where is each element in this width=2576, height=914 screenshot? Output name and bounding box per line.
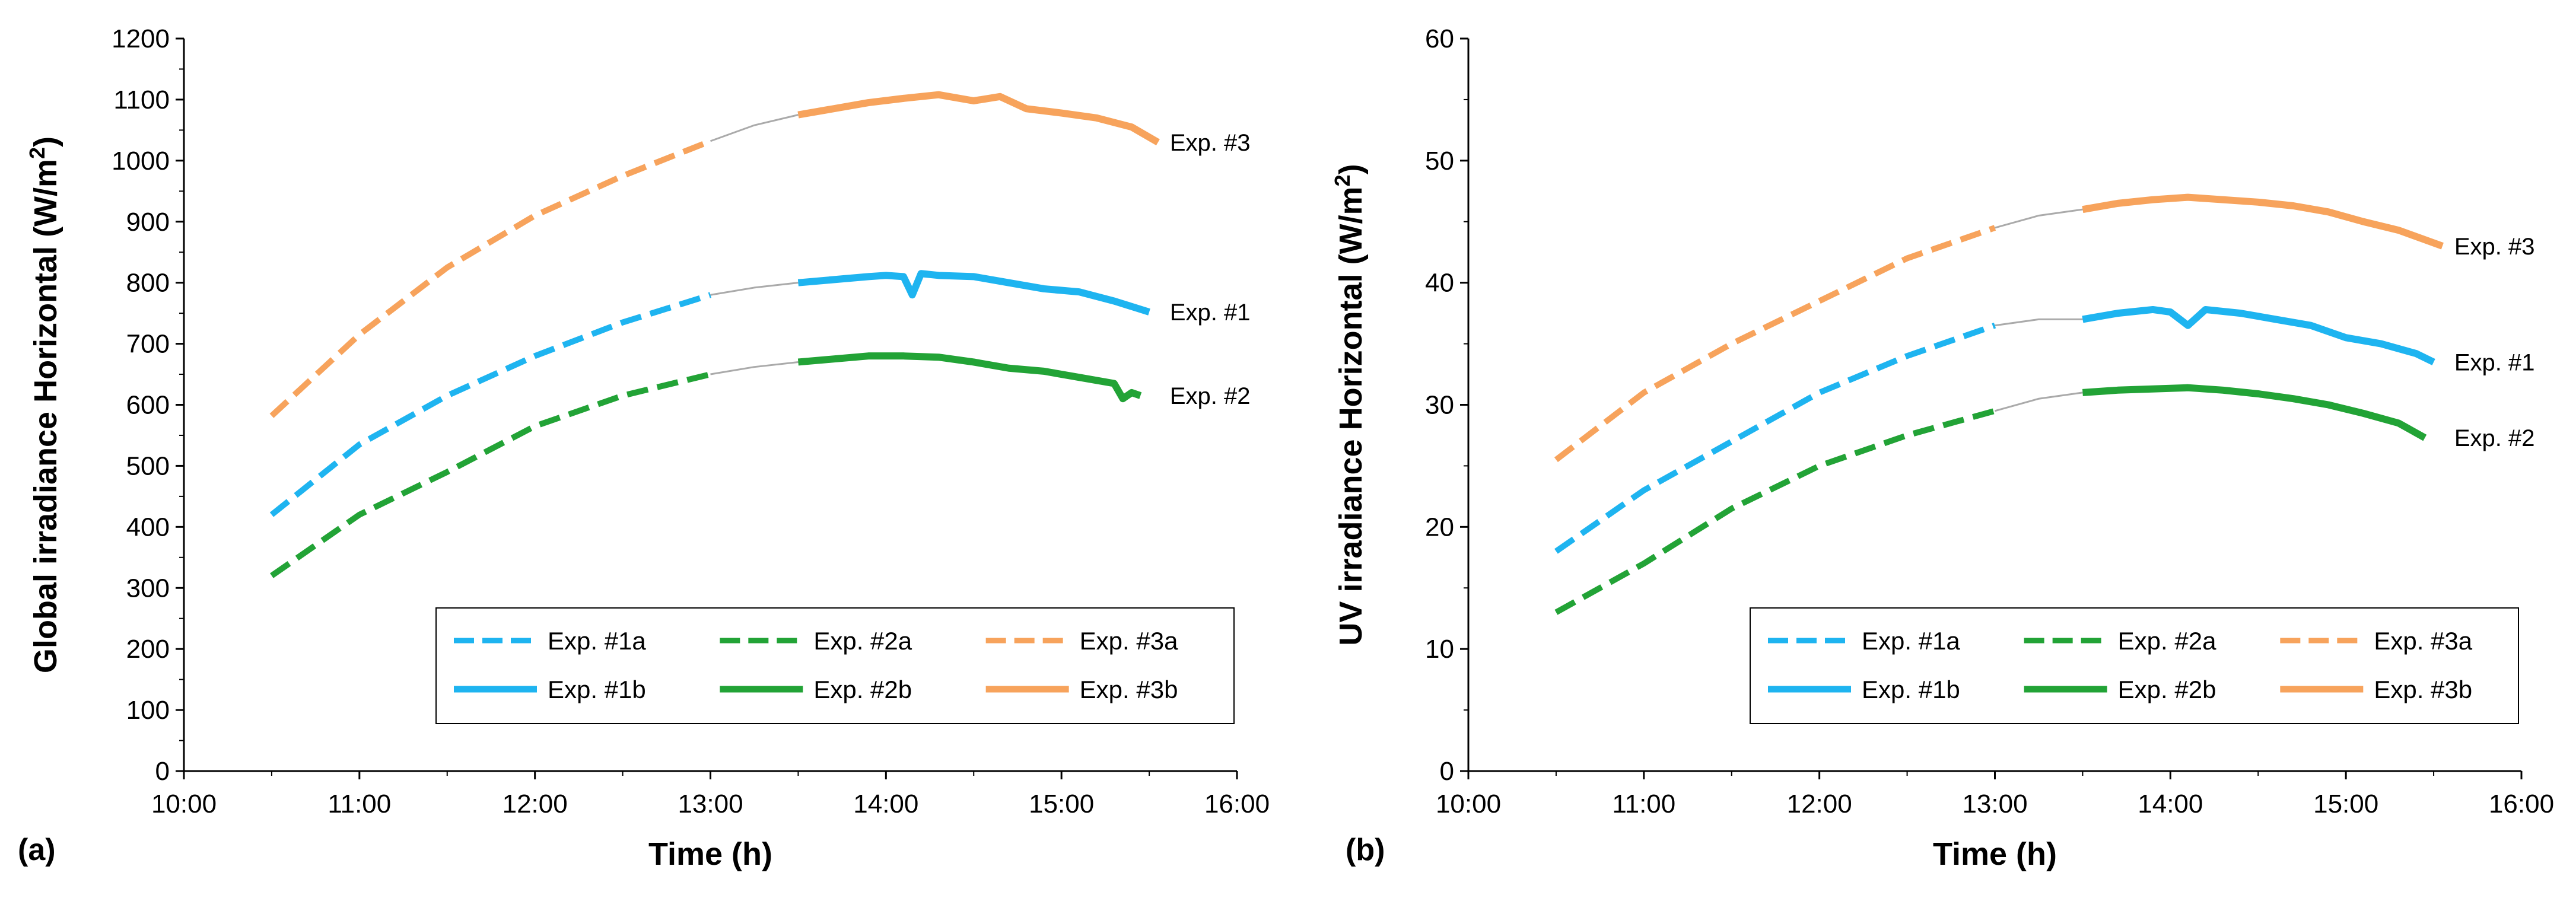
series-end-label: Exp. #3 [2454,234,2535,260]
series-line-exp-1b [797,270,1150,316]
y-tick-label: 20 [1425,512,1454,542]
legend-label: Exp. #2b [2118,676,2216,703]
y-tick-label: 30 [1425,391,1454,420]
panel-label: (a) [18,833,56,867]
x-tick-label: 12:00 [503,789,568,819]
x-tick-label: 11:00 [1612,789,1675,819]
connector-line-exp3 [710,114,799,142]
legend-label: Exp. #3b [1080,676,1178,703]
x-tick-label: 15:00 [1029,789,1094,819]
x-tick-label: 16:00 [1204,789,1270,819]
y-tick-label: 60 [1425,24,1454,53]
y-tick-label: 700 [126,330,170,359]
legend-box [435,607,1235,724]
series-end-label: Exp. #2 [2454,425,2535,451]
connector-line-exp3 [1995,208,2083,229]
y-tick-label: 1000 [112,147,170,176]
series-line-exp-2a [270,371,711,578]
series-line-exp-2b [797,352,1142,403]
y-tick-label: 40 [1425,269,1454,298]
connector-line-exp2 [710,361,799,375]
connector-line-exp1 [1995,318,2083,327]
legend-label: Exp. #1b [1862,676,1960,703]
legend: Exp. #1a Exp. #2a Exp. #3a Exp. #1b Exp. #2b… [1750,607,2519,724]
y-axis-title: UV irradiance Horizontal (W/m2) [1330,164,1369,645]
legend-label: Exp. #3b [2374,676,2472,703]
x-tick-label: 16:00 [2489,789,2554,819]
legend-label: Exp. #3a [1080,627,1178,655]
legend-box [1750,607,2519,724]
legend-label: Exp. #2b [813,676,912,703]
legend-label: Exp. #2a [813,627,912,655]
y-tick-label: 0 [1440,757,1454,786]
y-tick-label: 0 [155,757,170,786]
y-tick-label: 1200 [112,24,170,53]
x-tick-label: 11:00 [327,789,391,819]
legend: Exp. #1a Exp. #2a Exp. #3a Exp. #1b Exp. #2b… [435,607,1235,724]
x-tick-label: 10:00 [151,789,217,819]
series-end-label: Exp. #3 [1170,130,1251,156]
y-tick-label: 800 [126,269,170,298]
connector-line-exp2 [1995,391,2083,412]
y-tick-label: 1100 [113,85,170,114]
y-tick-label: 200 [126,635,170,664]
y-axis-title: Global irradiance Horizontal (W/m2) [25,136,63,673]
connector-line-exp1 [710,282,799,296]
x-axis-title: Time (h) [1933,836,2057,872]
series-line-exp-1a [269,292,711,517]
x-tick-label: 13:00 [1962,789,2027,819]
panel-label: (b) [1346,833,1385,867]
series-line-exp-1a [1554,322,1996,554]
series-line-exp-1b [2082,305,2435,365]
series-end-label: Exp. #1 [1170,300,1251,326]
legend-label: Exp. #3a [2374,627,2472,655]
chart-panel-b: 0 10 20 30 40 50 60 10:00 11:00 12:00 13:00 14:00 15… [1330,24,2554,872]
y-tick-label: 900 [126,208,170,237]
legend-label: Exp. #1b [548,676,646,703]
series-line-exp-3a [269,138,712,418]
series-end-label: Exp. #1 [2454,349,2535,375]
y-tick-label: 100 [126,696,170,725]
x-tick-label: 10:00 [1436,789,1501,819]
y-tick-label: 300 [126,574,170,603]
x-tick-label: 14:00 [853,789,918,819]
y-tick-label: 500 [126,451,170,480]
legend-label: Exp. #1a [548,627,646,655]
series-line-exp-2a [1554,407,1996,615]
y-tick-label: 50 [1425,147,1454,176]
x-axis-title: Time (h) [648,836,772,872]
x-tick-label: 15:00 [2313,789,2378,819]
x-tick-label: 12:00 [1787,789,1852,819]
legend-label: Exp. #1a [1862,627,1960,655]
series-line-exp-2b [2082,384,2427,441]
y-tick-label: 400 [126,512,170,542]
series-line-exp-3b [797,91,1160,146]
series-line-exp-3a [1554,225,1996,463]
y-tick-label: 10 [1425,635,1454,664]
series-end-label: Exp. #2 [1170,383,1251,409]
x-tick-label: 13:00 [678,789,743,819]
chart-panel-a: 0 100 200 300 400 500 600 700 800 900 1000 1100 1200… [18,24,1270,872]
y-tick-label: 600 [126,391,170,420]
x-tick-label: 14:00 [2138,789,2203,819]
legend-label: Exp. #2a [2118,627,2216,655]
series-line-exp-3b [2082,193,2444,250]
